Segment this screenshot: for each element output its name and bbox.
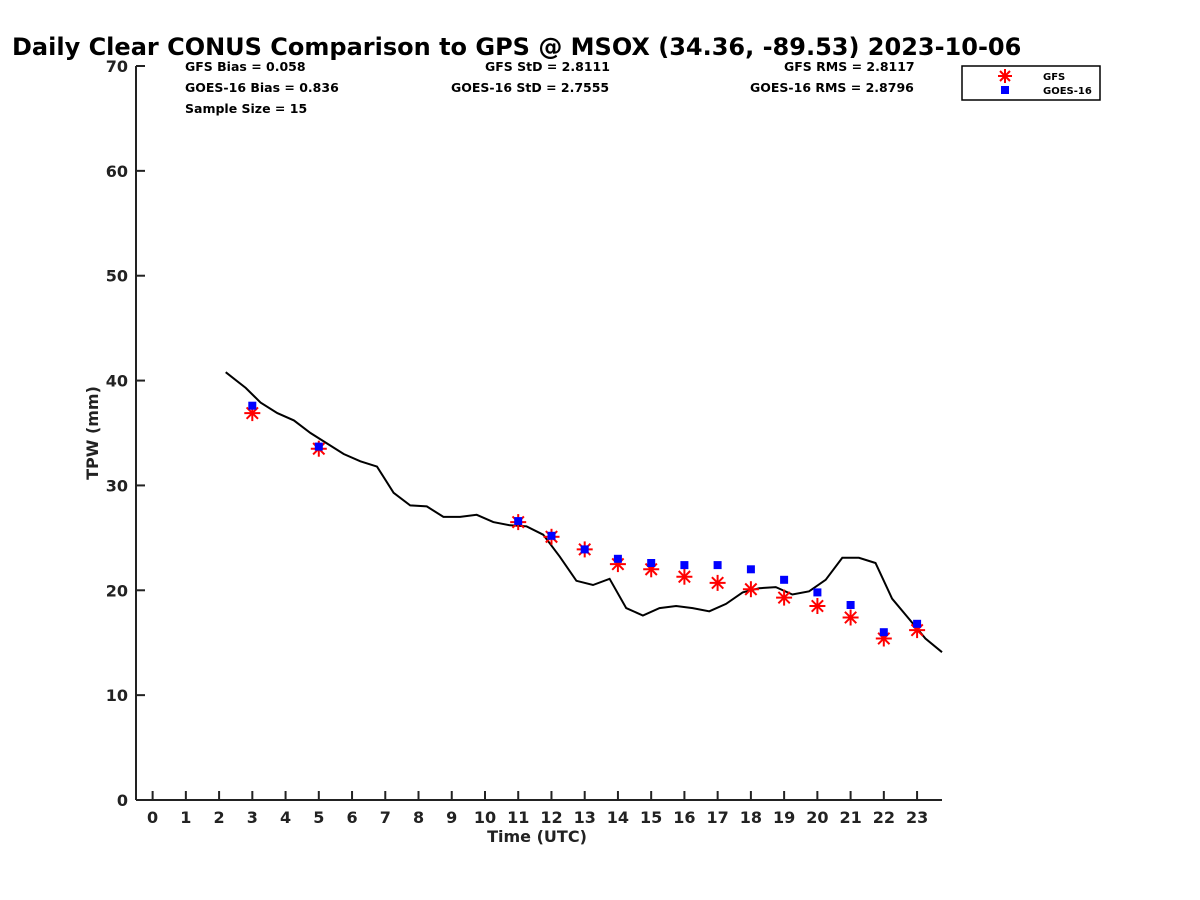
goes-point <box>547 531 556 540</box>
x-tick-label: 16 <box>673 808 695 827</box>
goes-point <box>780 575 789 584</box>
goes-point <box>913 619 922 628</box>
legend-goes-label: GOES-16 <box>1043 86 1092 97</box>
stat-gfs-std: GFS StD = 2.8111 <box>485 59 610 74</box>
goes-point <box>314 442 323 451</box>
stat-goes-rms: GOES-16 RMS = 2.8796 <box>750 80 914 95</box>
x-tick-label: 7 <box>380 808 391 827</box>
y-axis-label: TPW (mm) <box>83 386 102 480</box>
x-tick-label: 9 <box>446 808 457 827</box>
y-tick-label: 10 <box>106 686 128 705</box>
legend-goes-marker <box>1001 86 1009 94</box>
legend-gfs-label: GFS <box>1043 72 1065 83</box>
y-tick-label: 70 <box>106 57 128 76</box>
gfs-point <box>809 598 826 614</box>
x-tick-label: 17 <box>707 808 729 827</box>
goes-point <box>580 545 589 554</box>
gps-series-line <box>225 371 943 653</box>
x-tick-label: 5 <box>313 808 324 827</box>
x-tick-label: 10 <box>474 808 496 827</box>
y-tick-label: 60 <box>106 162 128 181</box>
gfs-point <box>676 568 693 585</box>
x-tick-label: 11 <box>507 808 529 827</box>
legend-gfs-marker <box>998 69 1012 83</box>
gfs-point <box>709 574 726 591</box>
x-tick-label: 2 <box>214 808 225 827</box>
legend-box <box>961 65 1101 101</box>
gfs-point <box>776 589 793 606</box>
goes-point <box>514 517 523 526</box>
x-tick-label: 21 <box>839 808 861 827</box>
x-tick-label: 3 <box>247 808 258 827</box>
stat-gfs-rms: GFS RMS = 2.8117 <box>784 59 915 74</box>
goes-point <box>846 601 855 609</box>
x-tick-label: 13 <box>574 808 596 827</box>
y-tick-label: 50 <box>106 267 128 286</box>
x-tick-label: 22 <box>873 808 895 827</box>
gfs-point <box>842 609 859 626</box>
stats-block: GFS Bias = 0.058 GOES-16 Bias = 0.836 Sa… <box>185 59 915 116</box>
x-axis-label: Time (UTC) <box>487 827 587 846</box>
x-tick-label: 23 <box>906 808 928 827</box>
x-tick-label: 8 <box>413 808 424 827</box>
legend: GFS GOES-16 <box>961 65 1101 101</box>
x-tick-label: 6 <box>346 808 357 827</box>
stat-gfs-bias: GFS Bias = 0.058 <box>185 59 306 74</box>
y-tick-label: 40 <box>106 372 128 391</box>
x-tick-label: 20 <box>806 808 828 827</box>
y-tick-label: 0 <box>117 791 128 810</box>
x-tick-label: 0 <box>147 808 158 827</box>
x-tick-label: 19 <box>773 808 795 827</box>
gfs-point <box>742 581 759 598</box>
goes-point <box>879 628 888 637</box>
goes-point <box>713 561 722 570</box>
x-tick-label: 4 <box>280 808 291 827</box>
goes-point <box>248 401 257 410</box>
y-tick-label: 30 <box>106 476 128 495</box>
x-tick-label: 15 <box>640 808 662 827</box>
x-tick-label: 12 <box>540 808 562 827</box>
stat-goes-bias: GOES-16 Bias = 0.836 <box>185 80 339 95</box>
chart-title: Daily Clear CONUS Comparison to GPS @ MS… <box>12 33 1021 61</box>
stat-goes-std: GOES-16 StD = 2.7555 <box>451 80 609 95</box>
goes-point <box>813 588 822 597</box>
x-tick-label: 1 <box>180 808 191 827</box>
goes-point <box>613 554 622 563</box>
stat-sample-size: Sample Size = 15 <box>185 101 307 116</box>
goes-point <box>647 559 656 567</box>
x-tick-label: 18 <box>740 808 762 827</box>
x-tick-label: 14 <box>607 808 629 827</box>
goes-point <box>680 561 689 570</box>
y-tick-label: 20 <box>106 581 128 600</box>
goes-point <box>746 565 755 574</box>
